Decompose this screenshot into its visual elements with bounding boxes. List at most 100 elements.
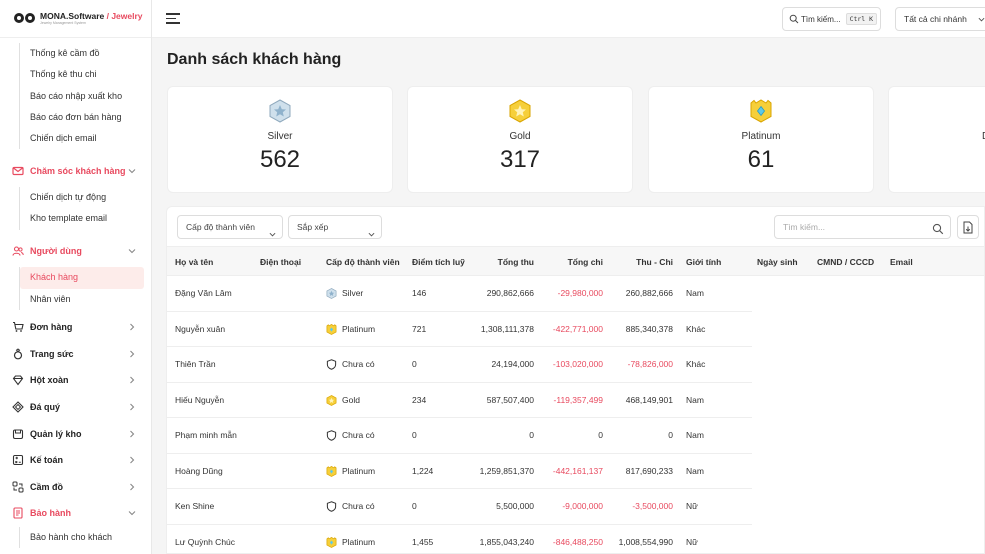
ring-icon — [12, 348, 24, 360]
cell-expense: -9,000,000 — [562, 501, 603, 511]
cell-points: 0 — [412, 359, 417, 369]
sidebar-item-label: Đá quý — [30, 401, 61, 412]
stat-card-value: 317 — [499, 146, 541, 173]
cell-level: Gold — [326, 383, 360, 419]
table-row[interactable]: Hoàng Dũng Platinum 1,224 1,259,851,370 -442… — [167, 454, 984, 490]
cell-name[interactable]: Thiên Trần — [175, 359, 216, 369]
stat-card-silver[interactable]: Silver 562 — [167, 86, 393, 193]
col-id-number[interactable]: CMND / CCCD — [817, 257, 875, 267]
cell-expense: 0 — [598, 430, 603, 440]
sidebar-item-gems[interactable]: Đá quý — [0, 394, 151, 421]
cell-level-label: Silver — [342, 288, 364, 298]
cell-name[interactable]: Đặng Văn Lâm — [175, 288, 232, 298]
table-row[interactable]: Đặng Văn Lâm Silver 146 290,862,666 -29,980,… — [167, 276, 984, 312]
cell-points: 0 — [412, 501, 417, 511]
cell-name[interactable]: Lư Quỳnh Chúc — [175, 536, 236, 547]
stat-card-gold[interactable]: Gold 317 — [407, 86, 633, 193]
sidebar-item-email-templates[interactable]: Kho template email — [30, 213, 108, 224]
col-points[interactable]: Điểm tích luỹ — [412, 257, 465, 267]
brand-name-main: MONA.Software — [40, 10, 105, 21]
sidebar-item-inventory-report[interactable]: Báo cáo nhập xuất kho — [30, 90, 123, 101]
sidebar-item-customer-warranty[interactable]: Bảo hành cho khách — [30, 531, 113, 542]
sidebar-item-warehouse[interactable]: Quản lý kho — [0, 420, 151, 447]
global-search-button[interactable]: Tìm kiếm... Ctrl K — [782, 7, 881, 31]
cell-net: 885,340,378 — [625, 323, 673, 334]
sidebar-item-diamonds[interactable]: Hột xoàn — [0, 367, 151, 394]
sidebar-item-users[interactable]: Người dùng — [0, 238, 151, 265]
table-row[interactable]: Hiếu Nguyễn Gold 234 587,507,400 -119,357,49… — [167, 383, 984, 419]
col-gender[interactable]: Giới tính — [686, 257, 722, 267]
table-row[interactable]: Ken Shine Chưa có 0 5,500,000 -9,000,000 -3,5… — [167, 489, 984, 525]
menu-toggle-icon[interactable] — [166, 13, 180, 25]
sidebar-item-orders[interactable]: Đơn hàng — [0, 314, 151, 341]
col-birthday[interactable]: Ngày sinh — [757, 257, 798, 267]
cell-points: 1,455 — [412, 536, 434, 547]
cell-name[interactable]: Hiếu Nguyễn — [175, 394, 225, 405]
customer-search-input[interactable]: Tìm kiếm... — [774, 215, 951, 239]
col-net[interactable]: Thu - Chi — [636, 257, 673, 267]
sidebar-item-label: Kế toán — [30, 455, 64, 466]
branch-select[interactable]: Tất cả chi nhánh — [895, 7, 985, 31]
sidebar-item-sales-report[interactable]: Báo cáo đơn bán hàng — [30, 111, 122, 122]
chevron-right-icon — [128, 376, 136, 384]
col-phone[interactable]: Điện thoại — [260, 257, 302, 267]
warranty-subitems: Bảo hành cho khách — [0, 526, 151, 549]
cart-icon — [12, 321, 24, 333]
level-filter-select[interactable]: Cấp độ thành viên — [177, 215, 283, 239]
cell-points: 721 — [412, 323, 427, 334]
cell-income: 587,507,400 — [486, 394, 534, 405]
sort-select[interactable]: Sắp xếp — [288, 215, 382, 239]
platinum-badge-icon — [750, 99, 772, 123]
cell-gender: Nam — [686, 394, 704, 405]
col-name[interactable]: Họ và tên — [175, 257, 214, 267]
cell-name[interactable]: Phạm minh mẫn — [175, 430, 237, 440]
platinum-badge-icon — [326, 536, 337, 548]
sidebar-item-customer-care[interactable]: Chăm sóc khách hàng — [0, 157, 151, 184]
panda-logo-icon — [14, 10, 36, 28]
col-email[interactable]: Email — [890, 257, 913, 267]
table-row[interactable]: Lư Quỳnh Chúc Platinum 1,455 1,855,043,240 -… — [167, 525, 984, 554]
brand[interactable]: MONA.Software / Jewelry Jewelry Manageme… — [0, 0, 151, 38]
col-expense[interactable]: Tổng chi — [567, 257, 603, 267]
sidebar-item-jewelry[interactable]: Trang sức — [0, 340, 151, 367]
cell-level-label: Chưa có — [342, 501, 375, 511]
sidebar-item-staff[interactable]: Nhân viên — [30, 293, 71, 304]
sidebar-item-pawn-stats[interactable]: Thống kê cầm đồ — [30, 48, 100, 58]
cell-name[interactable]: Ken Shine — [175, 501, 215, 511]
chevron-down-icon — [978, 16, 985, 23]
col-level[interactable]: Cấp độ thành viên — [326, 257, 400, 267]
gold-badge-icon — [509, 99, 531, 123]
sort-label: Sắp xếp — [297, 222, 329, 232]
sidebar-item-email-campaign[interactable]: Chiến dịch email — [30, 133, 97, 144]
stat-card-platinum[interactable]: Platinum 61 — [648, 86, 874, 193]
cell-net: -78,826,000 — [627, 359, 673, 369]
sidebar-item-customers[interactable]: Khách hàng — [20, 267, 144, 289]
col-income[interactable]: Tổng thu — [497, 257, 534, 267]
sidebar-item-accounting[interactable]: Kế toán — [0, 447, 151, 474]
sidebar-item-pawn[interactable]: Cầm đồ — [0, 473, 151, 500]
stat-card-diamond[interactable]: D — [888, 86, 985, 193]
table-row[interactable]: Nguyễn xuân Platinum 721 1,308,111,378 -422,… — [167, 312, 984, 348]
stat-card-label: Silver — [267, 131, 293, 142]
stat-card-label: Platinum — [741, 131, 781, 142]
brand-name-accent: Jewelry — [111, 10, 143, 21]
chevron-right-icon — [128, 350, 136, 358]
diamond-icon — [12, 374, 24, 386]
cell-income: 5,500,000 — [496, 501, 534, 511]
cell-net: -3,500,000 — [632, 501, 673, 511]
chevron-down-icon — [128, 247, 136, 255]
table-row[interactable]: Phạm minh mẫn Chưa có 0 0 0 0 Nam — [167, 418, 984, 454]
sidebar-item-warranty[interactable]: Bảo hành — [0, 500, 151, 527]
cell-level: Platinum — [326, 312, 375, 348]
export-button[interactable] — [957, 215, 979, 239]
sidebar-item-label: Đơn hàng — [30, 322, 73, 333]
table-row[interactable]: Thiên Trần Chưa có 0 24,194,000 -103,020,000… — [167, 347, 984, 383]
cell-name[interactable]: Nguyễn xuân — [175, 323, 226, 334]
cell-points: 1,224 — [412, 465, 434, 476]
cell-name[interactable]: Hoàng Dũng — [175, 465, 223, 476]
sidebar-item-cashflow-stats[interactable]: Thống kê thu chi — [30, 69, 97, 80]
sidebar-item-auto-campaign[interactable]: Chiến dịch tự động — [30, 192, 107, 203]
report-subitems: Thống kê cầm đồ Thống kê thu chi Báo cáo… — [0, 43, 151, 150]
global-search-label: Tìm kiếm... — [801, 14, 841, 24]
sidebar-item-label: Người dùng — [30, 245, 82, 256]
